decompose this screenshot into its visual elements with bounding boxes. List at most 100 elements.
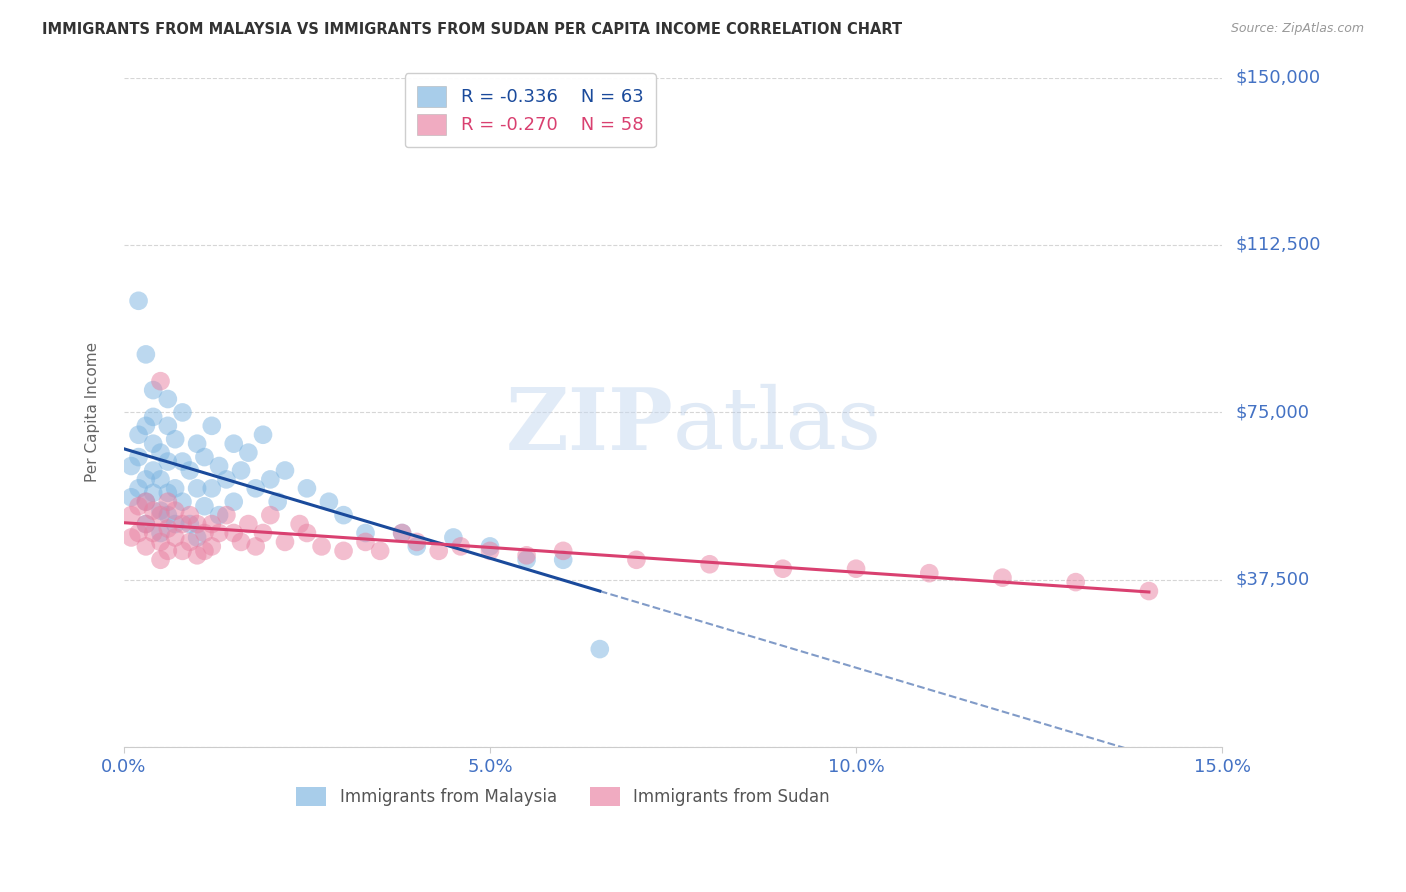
Point bbox=[274, 463, 297, 477]
Point bbox=[142, 409, 165, 424]
Point bbox=[845, 562, 868, 576]
Point bbox=[142, 526, 165, 541]
Point bbox=[128, 526, 150, 541]
Point bbox=[135, 540, 157, 554]
Point bbox=[135, 517, 157, 532]
Point bbox=[991, 571, 1014, 585]
Point bbox=[149, 526, 172, 541]
Point bbox=[201, 418, 224, 433]
Point bbox=[120, 490, 142, 504]
Point bbox=[772, 562, 794, 576]
Point bbox=[441, 531, 464, 545]
Point bbox=[186, 517, 208, 532]
Point bbox=[193, 499, 215, 513]
Point bbox=[149, 535, 172, 549]
Point bbox=[165, 432, 187, 446]
Point bbox=[311, 540, 333, 554]
Point bbox=[128, 293, 150, 308]
Point bbox=[318, 494, 340, 508]
Point bbox=[208, 458, 231, 473]
Point bbox=[179, 463, 201, 477]
Point bbox=[252, 427, 274, 442]
Point bbox=[354, 535, 377, 549]
Point bbox=[179, 508, 201, 523]
Point bbox=[229, 535, 252, 549]
Point bbox=[156, 418, 179, 433]
Text: $112,500: $112,500 bbox=[1236, 236, 1320, 254]
Point bbox=[172, 405, 194, 419]
Point bbox=[135, 347, 157, 361]
Point bbox=[128, 499, 150, 513]
Point bbox=[427, 544, 450, 558]
Point bbox=[553, 544, 575, 558]
Point bbox=[405, 535, 427, 549]
Point bbox=[135, 494, 157, 508]
Point bbox=[193, 450, 215, 464]
Point bbox=[142, 383, 165, 397]
Point bbox=[165, 517, 187, 532]
Point bbox=[266, 494, 288, 508]
Point bbox=[179, 535, 201, 549]
Point bbox=[135, 517, 157, 532]
Point bbox=[238, 517, 260, 532]
Point bbox=[208, 508, 231, 523]
Point bbox=[186, 549, 208, 563]
Point bbox=[201, 540, 224, 554]
Point bbox=[128, 481, 150, 495]
Point bbox=[135, 472, 157, 486]
Point bbox=[172, 454, 194, 468]
Point bbox=[1137, 584, 1160, 599]
Point bbox=[120, 458, 142, 473]
Point bbox=[172, 544, 194, 558]
Point bbox=[245, 540, 267, 554]
Point bbox=[135, 418, 157, 433]
Point bbox=[478, 544, 501, 558]
Point bbox=[626, 553, 648, 567]
Text: $37,500: $37,500 bbox=[1236, 571, 1309, 589]
Text: IMMIGRANTS FROM MALAYSIA VS IMMIGRANTS FROM SUDAN PER CAPITA INCOME CORRELATION : IMMIGRANTS FROM MALAYSIA VS IMMIGRANTS F… bbox=[42, 22, 903, 37]
Point bbox=[450, 540, 472, 554]
Point bbox=[918, 566, 941, 581]
Text: $150,000: $150,000 bbox=[1236, 69, 1320, 87]
Point bbox=[238, 445, 260, 459]
Point bbox=[405, 540, 427, 554]
Point bbox=[165, 481, 187, 495]
Text: $75,000: $75,000 bbox=[1236, 403, 1309, 421]
Text: Source: ZipAtlas.com: Source: ZipAtlas.com bbox=[1230, 22, 1364, 36]
Point bbox=[295, 526, 318, 541]
Point bbox=[142, 436, 165, 450]
Point bbox=[120, 531, 142, 545]
Point bbox=[245, 481, 267, 495]
Point bbox=[156, 494, 179, 508]
Point bbox=[252, 526, 274, 541]
Point bbox=[172, 494, 194, 508]
Point bbox=[149, 374, 172, 388]
Point bbox=[142, 504, 165, 518]
Point bbox=[135, 494, 157, 508]
Point bbox=[142, 463, 165, 477]
Point bbox=[156, 522, 179, 536]
Point bbox=[149, 504, 172, 518]
Point bbox=[120, 508, 142, 523]
Point bbox=[259, 472, 281, 486]
Point bbox=[156, 454, 179, 468]
Point bbox=[149, 553, 172, 567]
Point bbox=[156, 544, 179, 558]
Point bbox=[156, 485, 179, 500]
Point bbox=[516, 553, 538, 567]
Point bbox=[165, 504, 187, 518]
Point bbox=[128, 427, 150, 442]
Legend: Immigrants from Malaysia, Immigrants from Sudan: Immigrants from Malaysia, Immigrants fro… bbox=[290, 780, 837, 813]
Point bbox=[288, 517, 311, 532]
Point bbox=[516, 549, 538, 563]
Point bbox=[149, 508, 172, 523]
Point bbox=[156, 392, 179, 406]
Point bbox=[1064, 575, 1087, 590]
Point bbox=[259, 508, 281, 523]
Point bbox=[699, 558, 721, 572]
Point bbox=[589, 642, 612, 657]
Text: ZIP: ZIP bbox=[505, 384, 673, 467]
Point bbox=[553, 553, 575, 567]
Point bbox=[186, 481, 208, 495]
Point bbox=[142, 485, 165, 500]
